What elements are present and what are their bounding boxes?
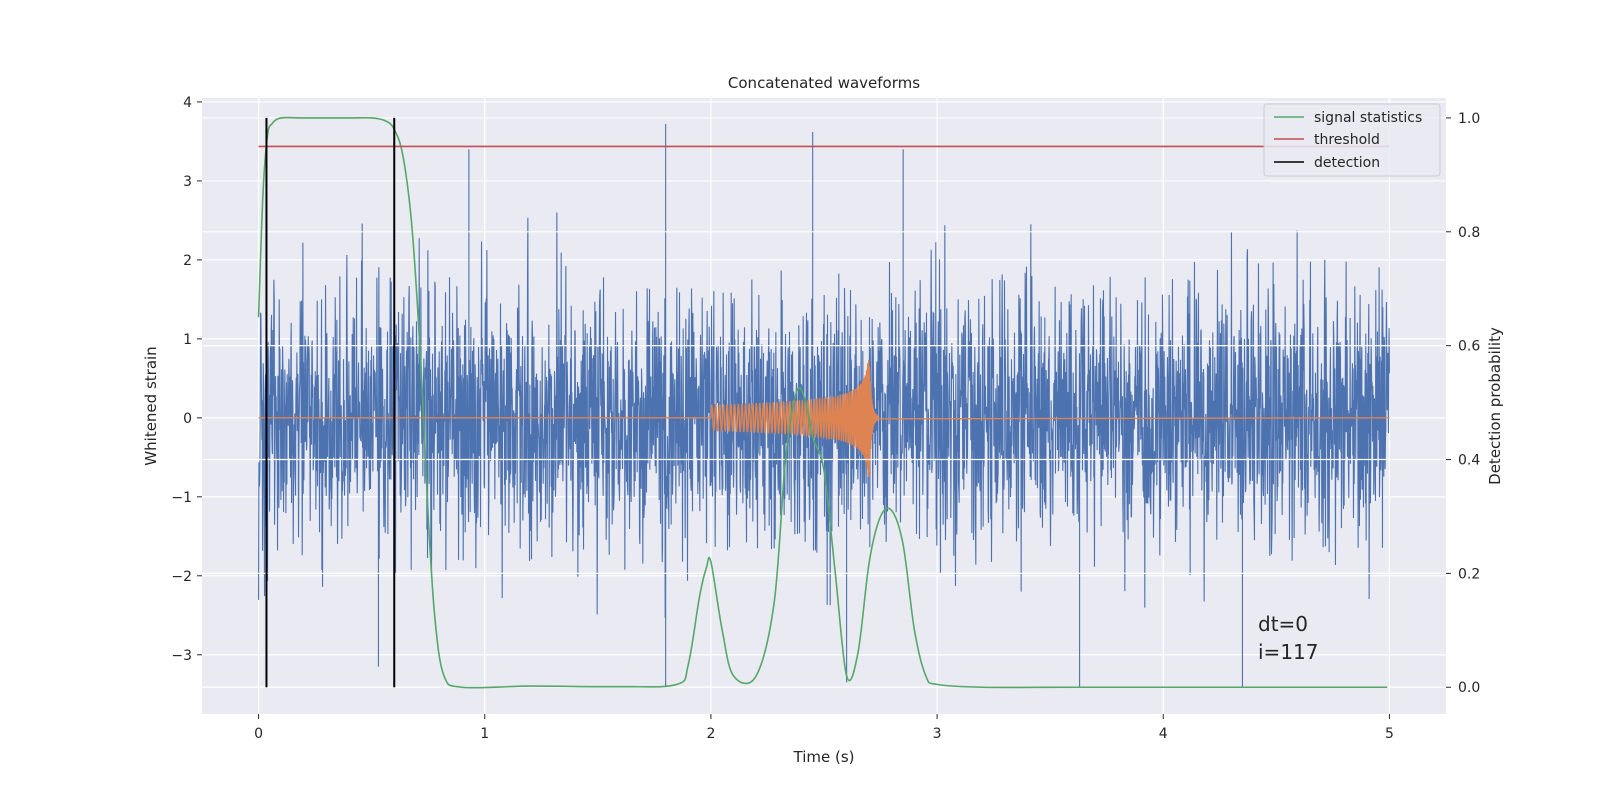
x-tick-label: 3 — [933, 726, 942, 742]
x-tick-label: 0 — [254, 726, 263, 742]
annotation-dt: dt=0 — [1258, 612, 1308, 636]
y2-tick-label: 0.2 — [1458, 566, 1480, 582]
x-tick-label: 1 — [480, 726, 489, 742]
y-tick-label: −2 — [171, 569, 192, 585]
y-tick-label: 0 — [183, 411, 192, 427]
y-axis: −3 −2 −1 0 1 2 3 4 — [171, 95, 202, 664]
y2-tick-label: 0.4 — [1458, 453, 1480, 469]
signal-statistics-line — [257, 116, 1388, 689]
y-tick-label: 4 — [183, 95, 192, 111]
y-tick-label: −3 — [171, 648, 192, 664]
legend: signal statistics threshold detection — [1263, 103, 1441, 177]
x-axis-label: Time (s) — [793, 748, 855, 766]
injected-waveform-line — [258, 360, 1390, 478]
y2-tick-label: 0.6 — [1458, 339, 1480, 355]
x-axis: 0 1 2 3 4 5 — [254, 714, 1394, 742]
y2-axis-label: Detection probability — [1486, 327, 1504, 485]
y-tick-label: 1 — [183, 332, 192, 348]
signal-statistics-series — [257, 116, 1388, 689]
x-tick-label: 4 — [1159, 726, 1168, 742]
y-axis-label: Whitened strain — [142, 346, 160, 465]
chart-title: Concatenated waveforms — [728, 74, 920, 92]
y-tick-label: −1 — [171, 490, 192, 506]
legend-label-threshold: threshold — [1314, 132, 1380, 148]
y2-tick-label: 0.8 — [1458, 225, 1480, 241]
x-tick-label: 2 — [706, 726, 715, 742]
legend-label-signal-statistics: signal statistics — [1314, 110, 1422, 126]
x-tick-label: 5 — [1385, 726, 1394, 742]
y2-tick-label: 1.0 — [1458, 111, 1480, 127]
injected-waveform-series — [258, 360, 1390, 478]
strain-series — [258, 124, 1390, 688]
y-tick-label: 2 — [183, 253, 192, 269]
legend-label-detection: detection — [1314, 155, 1380, 171]
legend-box — [1263, 103, 1441, 177]
plot-series — [202, 116, 1446, 689]
y-tick-label: 3 — [183, 174, 192, 190]
y2-axis: 0.0 0.2 0.4 0.6 0.8 1.0 — [1446, 111, 1480, 696]
strain-line — [258, 124, 1390, 688]
detection-series — [265, 117, 396, 688]
annotation-index: i=117 — [1258, 640, 1319, 664]
y2-tick-label: 0.0 — [1458, 680, 1480, 696]
